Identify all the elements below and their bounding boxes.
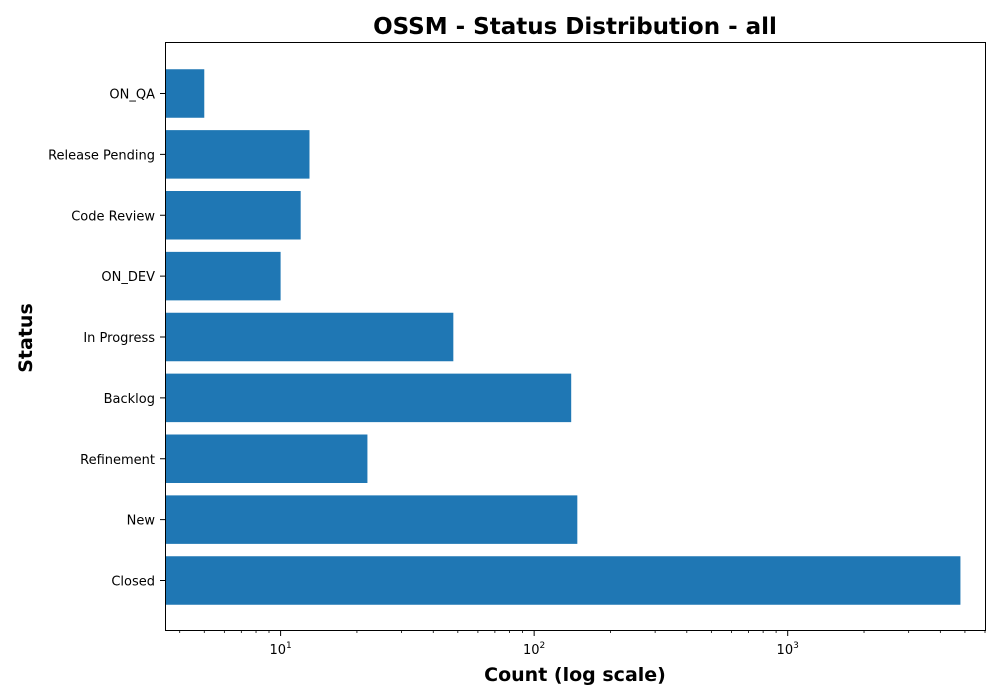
y-tick-label: Closed [111,575,155,590]
bar-refinement [165,434,368,483]
bar-backlog [165,373,572,423]
y-tick-label: Release Pending [48,148,155,163]
y-tick-label: Code Review [71,209,155,224]
x-tick-label: 103 [777,641,799,658]
bars-group [165,69,961,605]
plot-frame [165,42,986,631]
x-axis-ticks: 101 102 103 [179,630,986,658]
x-axis-label: Count (log scale) [484,664,666,686]
y-tick-label: Refinement [80,453,155,468]
y-tick-label: ON_QA [109,88,155,103]
bar-closed [165,556,961,605]
x-tick-label: 102 [523,641,545,658]
y-tick-label: New [127,514,156,529]
bar-new [165,495,578,544]
bar-in-progress [165,312,454,362]
y-tick-label: ON_DEV [101,270,155,285]
y-axis-label: Status [15,303,37,373]
y-axis-ticks: ON_QA Release Pending Code Review ON_DEV In … [48,88,165,590]
bar-on-dev [165,251,281,301]
y-tick-label: In Progress [83,331,155,346]
bar-release-pending [165,130,310,179]
chart-title: OSSM - Status Distribution - all [373,14,777,40]
x-tick-label: 101 [269,641,291,658]
bar-on-qa [165,69,205,118]
y-tick-label: Backlog [104,392,155,407]
bar-code-review [165,191,301,240]
